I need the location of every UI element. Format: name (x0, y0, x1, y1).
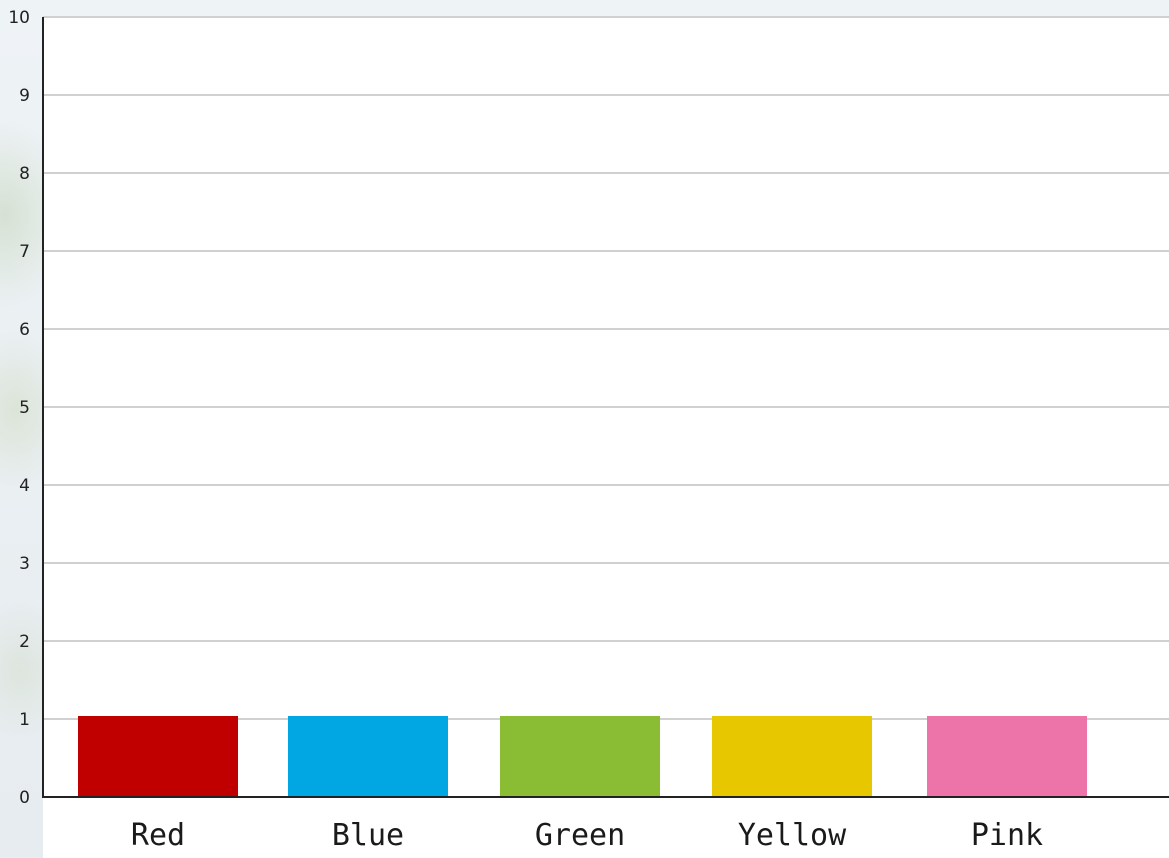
bar-pink (927, 716, 1087, 797)
x-category-label: Pink (971, 818, 1043, 853)
bar-red (78, 716, 238, 797)
bars (78, 716, 1087, 797)
y-tick-label: 4 (19, 476, 30, 496)
y-tick-label: 6 (19, 320, 30, 340)
y-tick-label: 8 (19, 164, 30, 184)
y-tick-label: 2 (19, 632, 30, 652)
x-category-label: Blue (332, 818, 404, 853)
y-tick-label: 5 (19, 398, 30, 418)
x-category-label: Red (131, 818, 185, 853)
y-tick-label: 9 (19, 86, 30, 106)
y-tick-label: 0 (19, 788, 30, 808)
y-tick-labels: 0 1 2 3 4 5 6 7 8 9 10 (8, 8, 30, 808)
y-tick-label: 1 (19, 710, 30, 730)
bar-green (500, 716, 660, 797)
bar-yellow (712, 716, 872, 797)
x-category-label: Yellow (738, 818, 847, 853)
x-category-label: Green (535, 818, 625, 853)
y-tick-label: 3 (19, 554, 30, 574)
x-category-labels: Red Blue Green Yellow Pink (131, 818, 1043, 853)
y-tick-label: 7 (19, 242, 30, 262)
bar-blue (288, 716, 448, 797)
y-tick-label: 10 (8, 8, 30, 28)
